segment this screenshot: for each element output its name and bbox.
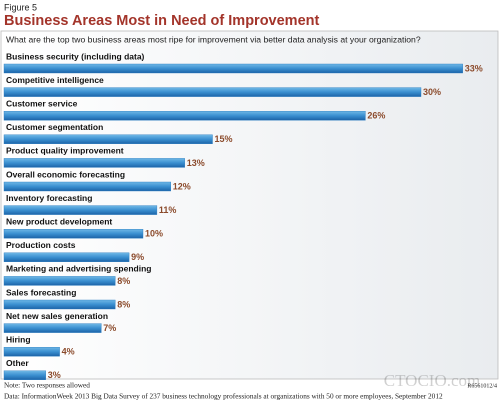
bar (3, 370, 46, 380)
category-label: Customer service (6, 98, 78, 108)
bar (3, 228, 144, 239)
bar (3, 181, 172, 192)
figure-label: Figure 5 (4, 2, 37, 12)
value-label: 26% (367, 111, 385, 121)
category-label: Hiring (6, 334, 31, 344)
value-label: 7% (103, 323, 116, 333)
value-label: 8% (117, 276, 130, 286)
category-label: Customer segmentation (6, 122, 103, 132)
value-label: 8% (117, 299, 130, 309)
chart-title: Business Areas Most in Need of Improveme… (4, 13, 319, 29)
value-label: 30% (423, 87, 441, 97)
category-label: New product development (6, 216, 112, 226)
bar (3, 252, 130, 263)
value-label: 3% (48, 370, 61, 380)
value-label: 4% (62, 347, 75, 357)
bar (3, 87, 422, 97)
value-label: 13% (187, 158, 205, 168)
value-label: 33% (465, 63, 483, 73)
category-label: Other (6, 358, 29, 368)
code: R6561012/4 (467, 383, 497, 389)
bar (3, 158, 185, 168)
category-label: Business security (including data) (6, 51, 145, 61)
category-label: Competitive intelligence (6, 75, 104, 85)
chart-subtitle: What are the top two business areas most… (6, 34, 421, 44)
note: Note: Two responses allowed (4, 381, 90, 390)
source: Data: InformationWeek 2013 Big Data Surv… (4, 392, 443, 401)
bar (3, 323, 102, 333)
category-label: Overall economic forecasting (6, 169, 125, 179)
bar (3, 276, 116, 286)
watermark: CTOCIO.com (384, 371, 481, 390)
category-label: Inventory forecasting (6, 193, 92, 203)
value-label: 9% (131, 252, 144, 262)
bar (3, 347, 60, 357)
category-label: Net new sales generation (6, 311, 108, 321)
category-label: Sales forecasting (6, 287, 76, 297)
bar (3, 134, 213, 145)
value-label: 10% (145, 229, 163, 239)
bar (3, 63, 463, 74)
bar (3, 299, 116, 310)
bar (3, 205, 158, 215)
category-label: Marketing and advertising spending (6, 264, 151, 274)
value-label: 12% (173, 181, 191, 191)
category-label: Product quality improvement (6, 146, 124, 156)
bar (3, 110, 366, 121)
value-label: 15% (215, 134, 233, 144)
value-label: 11% (159, 205, 177, 215)
category-label: Production costs (6, 240, 76, 250)
